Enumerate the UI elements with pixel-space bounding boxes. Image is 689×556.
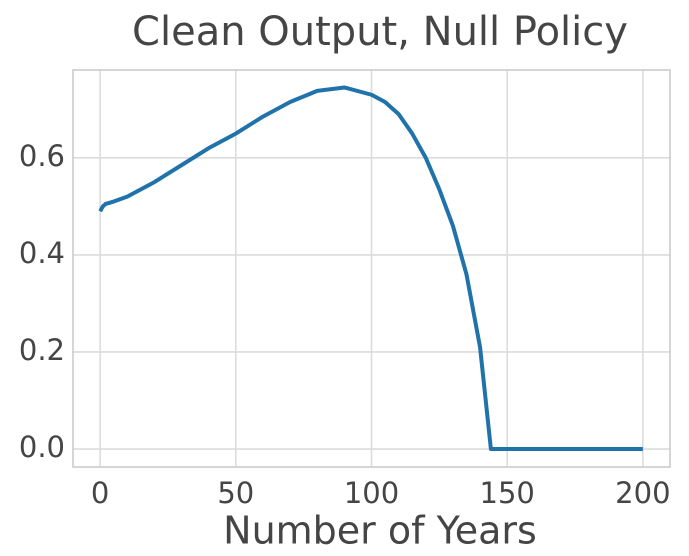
y-tick-label: 0.6 bbox=[19, 139, 65, 173]
x-tick-label: 0 bbox=[91, 476, 109, 510]
x-axis-label: Number of Years bbox=[223, 509, 537, 553]
x-tick-label: 50 bbox=[217, 476, 254, 510]
x-tick-label: 200 bbox=[615, 476, 670, 510]
x-tick-label: 150 bbox=[480, 476, 535, 510]
plot-frame bbox=[72, 69, 671, 468]
y-tick-label: 0.0 bbox=[19, 430, 65, 464]
line-series bbox=[98, 85, 643, 452]
y-tick-label: 0.2 bbox=[19, 333, 65, 367]
chart-title: Clean Output, Null Policy bbox=[132, 9, 628, 55]
y-tick-label: 0.4 bbox=[19, 236, 65, 270]
x-tick-label: 100 bbox=[344, 476, 399, 510]
